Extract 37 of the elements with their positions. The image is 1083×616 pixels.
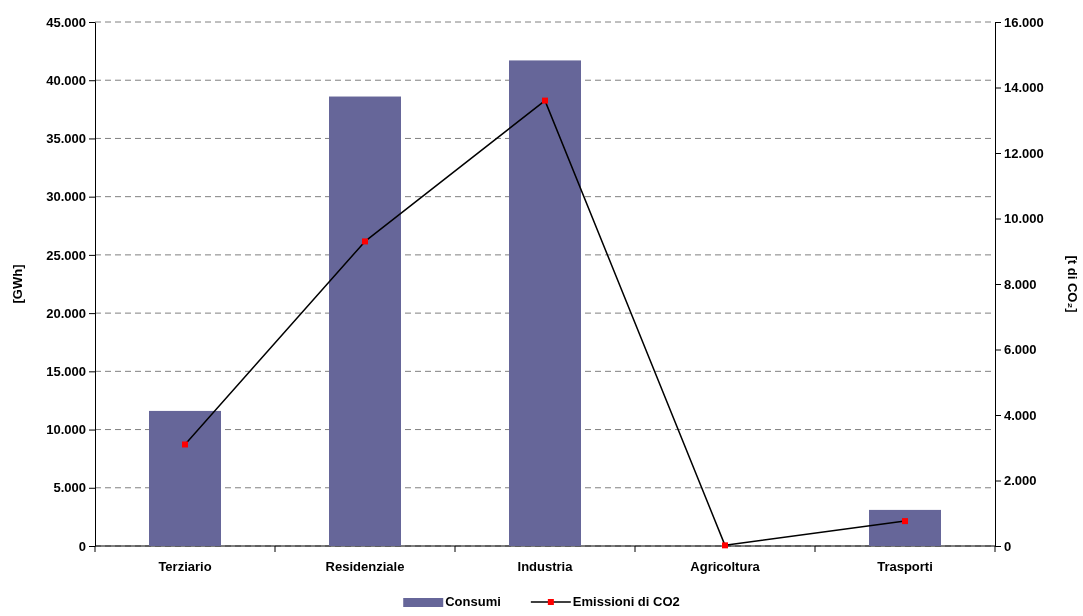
legend-label: Emissioni di CO2	[572, 594, 680, 609]
y2-tick-label: 14.000	[1004, 80, 1044, 96]
x-tick-label: Residenziale	[325, 559, 405, 574]
y-tick-label: 5.000	[53, 480, 86, 496]
y2-tick-label: 6.000	[1004, 342, 1037, 358]
legend-label: Consumi	[445, 594, 501, 609]
bar	[869, 509, 941, 546]
point	[362, 238, 368, 245]
y2-tick-label: 8.000	[1004, 276, 1037, 292]
y-tick-label: 30.000	[46, 189, 86, 205]
x-tick-label: Terziario	[158, 559, 212, 574]
y-tick-label: 10.000	[46, 422, 86, 438]
y-tick-label: 20.000	[46, 305, 86, 321]
y2-tick-label: 4.000	[1004, 407, 1037, 423]
y-tick-label: 40.000	[46, 72, 86, 88]
x-tick-label: Agricoltura	[690, 559, 761, 574]
y-tick-label: 15.000	[46, 363, 86, 379]
point	[182, 441, 188, 448]
point	[722, 542, 728, 549]
y-axis-title: [GWh]	[10, 264, 25, 304]
point	[902, 518, 908, 525]
x-tick-label: Industria	[517, 559, 574, 574]
y2-tick-label: 10.000	[1004, 211, 1044, 227]
point	[542, 97, 548, 104]
x-tick-label: Trasporti	[877, 559, 933, 574]
bar	[509, 60, 581, 546]
bar	[329, 96, 401, 546]
y2-tick-label: 2.000	[1004, 473, 1037, 489]
y-tick-label: 45.000	[46, 14, 86, 30]
y-tick-label: 35.000	[46, 131, 86, 147]
y2-tick-label: 12.000	[1004, 145, 1044, 161]
y2-tick-label: 16.000	[1004, 14, 1044, 30]
y-tick-label: 0	[78, 538, 86, 554]
y2-tick-label: 0	[1004, 538, 1012, 554]
y-tick-label: 25.000	[46, 247, 86, 263]
y2-axis-title: [t di CO₂]	[1065, 255, 1080, 313]
bar	[149, 410, 221, 546]
